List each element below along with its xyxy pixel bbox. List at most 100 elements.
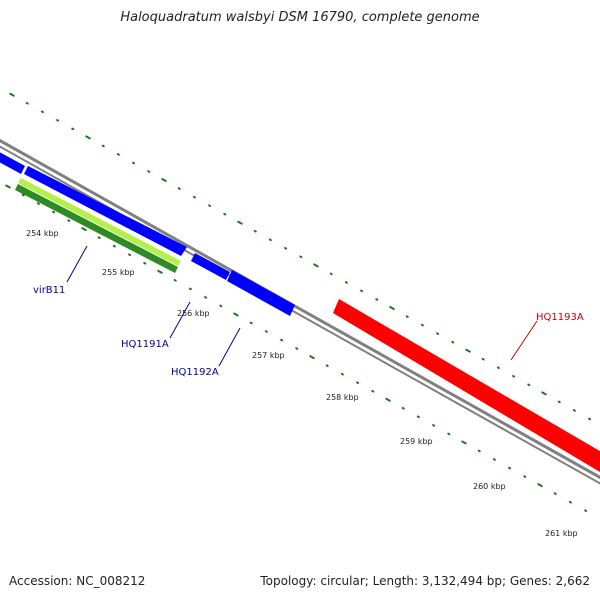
- upper-minor-tick: [192, 195, 196, 199]
- upper-minor-tick: [147, 170, 151, 173]
- genome-backbone-inner: [0, 145, 600, 485]
- upper-minor-tick: [101, 144, 105, 148]
- lower-minor-tick: [492, 458, 496, 461]
- lower-minor-tick: [97, 236, 101, 239]
- lower-minor-tick: [67, 219, 71, 222]
- lower-major-tick: [81, 227, 87, 232]
- upper-minor-tick: [208, 204, 212, 207]
- lower-minor-tick: [188, 287, 192, 291]
- gene-block-green[interactable]: [15, 184, 178, 273]
- gene-hq1192a-shape[interactable]: [227, 270, 295, 316]
- gene-label-hq1192a[interactable]: HQ1192A: [171, 367, 219, 378]
- lower-minor-tick: [36, 202, 40, 205]
- lower-minor-tick: [356, 381, 360, 385]
- upper-minor-tick: [223, 212, 227, 216]
- lower-minor-tick: [584, 509, 588, 512]
- upper-minor-tick: [253, 229, 257, 233]
- lower-minor-tick: [432, 424, 436, 427]
- gene-label-hq1193a[interactable]: HQ1193A: [536, 312, 584, 323]
- gene-hq1191a-shape[interactable]: [191, 253, 230, 280]
- gene-label-hq1191a[interactable]: HQ1191A: [121, 339, 169, 350]
- upper-minor-tick: [588, 417, 592, 421]
- upper-major-tick: [237, 220, 243, 225]
- map-title: Haloquadratum walsbyi DSM 16790, complet…: [120, 10, 480, 25]
- upper-minor-tick: [496, 366, 500, 370]
- genome-backbone-outer: [0, 138, 600, 480]
- virb11-leader-line: [66, 245, 88, 283]
- upper-minor-tick: [420, 323, 424, 327]
- accession-text: Accession: NC_008212: [9, 574, 146, 588]
- lower-minor-tick: [280, 338, 284, 342]
- lower-major-tick: [157, 269, 163, 274]
- upper-minor-tick: [40, 110, 44, 114]
- gene-block-blue-left-edge[interactable]: [0, 147, 25, 174]
- tick-label-255: 255 kbp: [102, 268, 135, 277]
- tick-label-258: 258 kbp: [326, 393, 359, 402]
- upper-major-tick: [465, 348, 471, 353]
- gene-hq1193a-shape[interactable]: [333, 299, 600, 478]
- upper-minor-tick: [481, 357, 485, 361]
- gene-block-lightgreen[interactable]: [18, 178, 181, 266]
- upper-minor-tick: [344, 281, 348, 284]
- upper-minor-tick: [268, 238, 272, 242]
- upper-minor-tick: [527, 383, 531, 387]
- upper-minor-tick: [557, 400, 561, 404]
- genome-summary-text: Topology: circular; Length: 3,132,494 bp…: [260, 574, 590, 588]
- upper-minor-tick: [405, 315, 409, 318]
- upper-minor-tick: [360, 289, 364, 293]
- lower-minor-tick: [401, 407, 405, 410]
- upper-minor-tick: [132, 161, 136, 165]
- lower-minor-tick: [52, 210, 56, 214]
- lower-minor-tick: [204, 296, 208, 299]
- tick-label-256: 256 kbp: [177, 309, 210, 318]
- upper-major-tick: [389, 306, 395, 311]
- upper-minor-tick: [512, 374, 516, 378]
- upper-minor-tick: [299, 255, 303, 259]
- lower-minor-tick: [128, 253, 132, 257]
- tick-marks-lower: [5, 184, 588, 512]
- upper-minor-tick: [451, 340, 455, 344]
- lower-minor-tick: [143, 261, 147, 265]
- hq1193a-leader-line: [510, 320, 538, 361]
- upper-minor-tick: [284, 247, 288, 250]
- tick-label-257: 257 kbp: [252, 351, 285, 360]
- upper-minor-tick: [436, 332, 440, 335]
- upper-minor-tick: [71, 127, 75, 131]
- upper-major-tick: [541, 391, 547, 396]
- tick-label-259: 259 kbp: [400, 437, 433, 446]
- upper-minor-tick: [329, 272, 333, 276]
- lower-minor-tick: [264, 330, 268, 333]
- upper-minor-tick: [375, 298, 379, 301]
- upper-minor-tick: [56, 119, 60, 122]
- lower-major-tick: [309, 355, 315, 360]
- upper-minor-tick: [572, 409, 576, 412]
- tick-label-260: 260 kbp: [473, 482, 506, 491]
- lower-minor-tick: [325, 364, 329, 367]
- lower-minor-tick: [219, 304, 223, 308]
- lower-minor-tick: [249, 321, 253, 325]
- upper-major-tick: [161, 178, 167, 183]
- lower-minor-tick: [173, 279, 177, 282]
- upper-minor-tick: [177, 187, 181, 190]
- hq1191a-leader-line: [169, 301, 191, 339]
- lower-minor-tick: [508, 466, 512, 470]
- gene-label-virb11[interactable]: virB11: [33, 285, 65, 296]
- lower-minor-tick: [568, 500, 572, 504]
- upper-major-tick: [313, 263, 319, 268]
- hq1192a-leader-line: [218, 327, 241, 367]
- lower-major-tick: [461, 440, 467, 445]
- upper-minor-tick: [116, 153, 120, 156]
- lower-major-tick: [537, 483, 543, 488]
- lower-minor-tick: [447, 432, 451, 436]
- lower-major-tick: [233, 312, 239, 317]
- upper-major-tick: [9, 92, 15, 97]
- gene-block-blue-long[interactable]: [24, 166, 187, 256]
- upper-major-tick: [85, 135, 91, 140]
- tick-label-254: 254 kbp: [26, 229, 59, 238]
- lower-major-tick: [5, 184, 11, 189]
- lower-minor-tick: [340, 372, 344, 376]
- lower-minor-tick: [477, 449, 481, 453]
- lower-minor-tick: [112, 244, 116, 248]
